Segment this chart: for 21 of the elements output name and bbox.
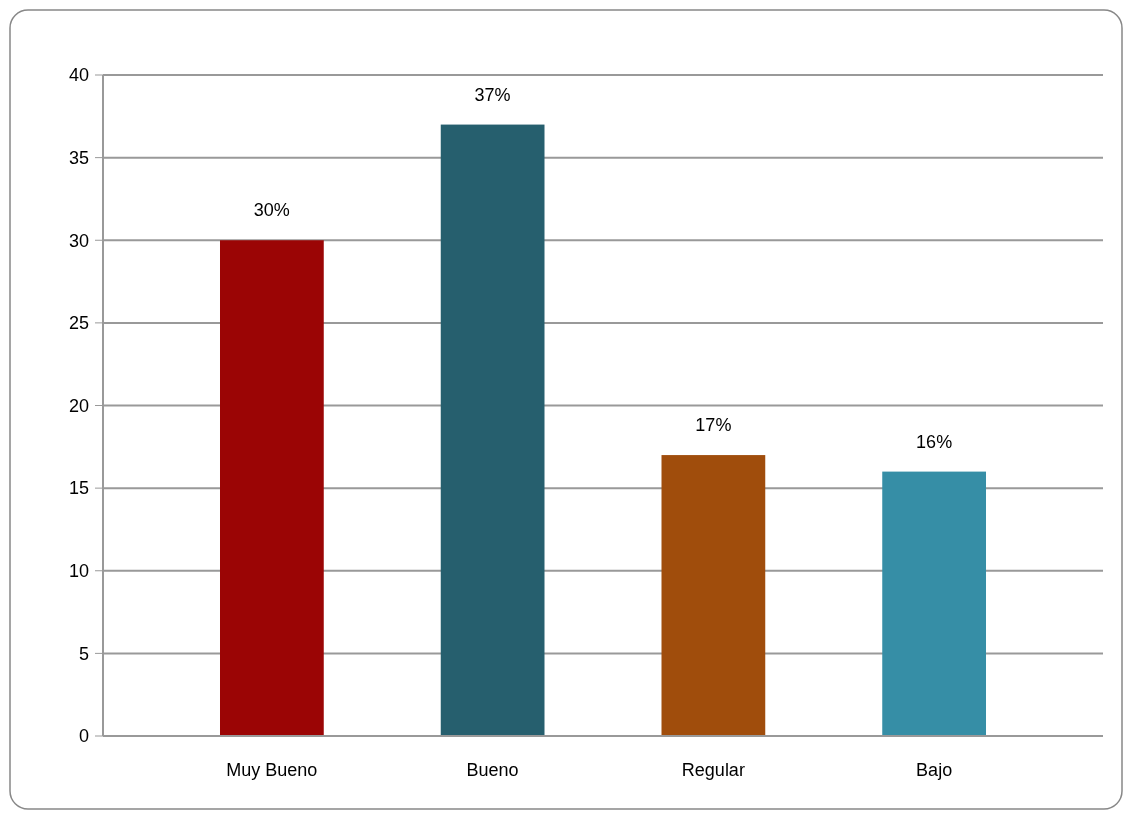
y-tick-label: 5 xyxy=(78,643,89,664)
y-tick-label: 20 xyxy=(68,395,89,416)
y-tick-label: 0 xyxy=(78,726,89,747)
y-tick-label: 30 xyxy=(68,230,89,251)
x-tick-label: Bajo xyxy=(916,760,953,780)
x-tick-label: Regular xyxy=(681,760,745,780)
data-label: 16% xyxy=(916,431,953,452)
x-tick-label: Muy Bueno xyxy=(226,760,318,780)
bar xyxy=(440,124,545,736)
y-tick-label: 10 xyxy=(68,561,89,582)
bar xyxy=(882,471,986,736)
y-tick-label: 40 xyxy=(68,65,89,86)
y-tick-label: 25 xyxy=(68,313,89,334)
data-label: 30% xyxy=(253,200,290,221)
bar xyxy=(661,455,766,736)
y-tick-label: 35 xyxy=(68,147,89,168)
x-tick-label: Bueno xyxy=(466,760,519,780)
bar xyxy=(220,240,324,736)
data-label: 17% xyxy=(695,415,732,436)
data-label: 37% xyxy=(474,84,511,105)
y-tick-label: 15 xyxy=(68,478,89,499)
